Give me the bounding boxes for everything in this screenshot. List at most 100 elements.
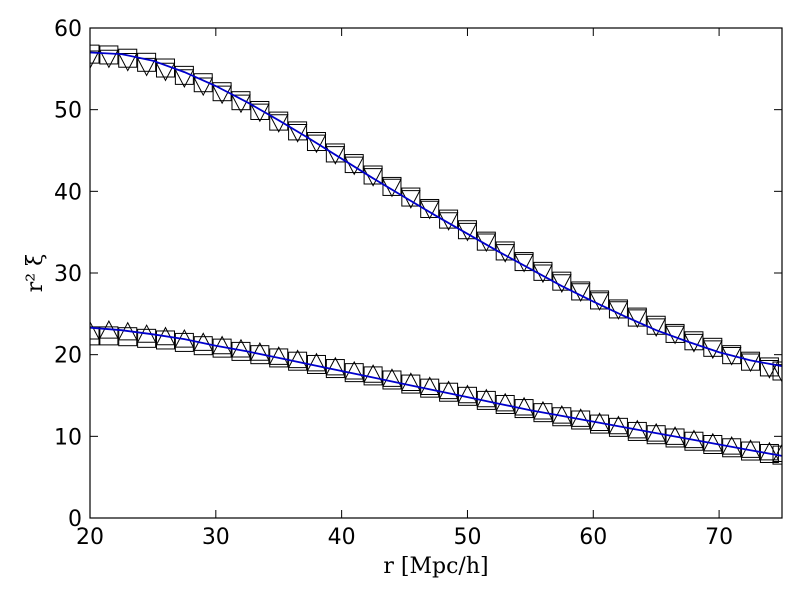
data-point-triangle-up (344, 360, 365, 380)
x-tick-label: 70 (705, 525, 733, 550)
data-point-triangle-up (363, 364, 383, 383)
y-tick-label: 20 (54, 344, 82, 369)
data-point-triangle-up (90, 320, 100, 340)
data-point-square (325, 143, 345, 163)
data-point-square (90, 44, 100, 64)
data-point-square (288, 121, 308, 141)
data-point-square (759, 443, 779, 463)
data-point-triangle-up (438, 380, 459, 400)
data-point-square (571, 281, 591, 301)
model-curves (90, 51, 782, 457)
data-markers (90, 44, 782, 465)
data-point-triangle-up (325, 356, 346, 376)
data-point-triangle-down (287, 124, 308, 143)
data-point-triangle-up (250, 342, 270, 361)
x-tick-label: 20 (76, 525, 104, 550)
x-tick-label: 40 (328, 525, 356, 550)
data-point-square (288, 351, 308, 371)
data-point-triangle-down (231, 94, 251, 114)
x-ticks: 20 30 40 50 60 70 (76, 28, 733, 550)
data-point-square (457, 220, 477, 240)
data-point-triangle-up (401, 372, 421, 391)
data-point-triangle-down (772, 364, 782, 383)
data-point-square (269, 111, 289, 131)
data-point-triangle-up (231, 338, 251, 358)
data-point-square (514, 399, 534, 419)
data-point-triangle-up (419, 376, 440, 396)
y-tick-label: 50 (54, 99, 82, 124)
data-point-square (363, 165, 383, 185)
y-tick-label: 30 (54, 262, 82, 287)
x-tick-label: 60 (579, 525, 607, 550)
data-point-triangle-up (476, 388, 497, 408)
data-point-triangle-down (740, 353, 761, 373)
model-curve-1 (90, 51, 782, 367)
data-point-triangle-down (136, 57, 157, 77)
data-point-triangle-down (117, 52, 138, 72)
data-point-triangle-down (306, 134, 327, 154)
y-tick-label: 0 (68, 507, 82, 532)
data-point-triangle-down (627, 309, 648, 329)
data-point-triangle-up (306, 352, 327, 372)
data-point-square (344, 154, 364, 174)
data-point-square (571, 410, 591, 430)
y-tick-label: 10 (54, 425, 82, 450)
data-point-square (608, 299, 628, 319)
data-point-triangle-up (533, 400, 553, 420)
data-point-triangle-up (514, 396, 534, 416)
data-point-square (306, 132, 326, 152)
data-point-square (533, 403, 553, 423)
plot-frame (89, 27, 783, 519)
data-point-triangle-down (344, 156, 365, 176)
y-tick-label: 60 (54, 17, 82, 42)
data-point-square (193, 73, 213, 93)
data-point-triangle-down (193, 77, 214, 97)
data-point-square (137, 52, 157, 72)
y-tick-label: 40 (54, 180, 82, 205)
y-axis-label: r² ξ (23, 254, 48, 292)
data-point-square (627, 307, 647, 327)
data-point-square (90, 326, 100, 346)
data-point-triangle-up (759, 441, 780, 461)
x-axis-label: r [Mpc/h] (383, 554, 488, 579)
data-point-square (590, 290, 610, 310)
data-point-square (137, 328, 157, 348)
data-point-square (439, 209, 459, 229)
data-point-triangle-up (268, 346, 289, 365)
data-point-square (212, 82, 232, 102)
data-point-triangle-up (287, 349, 308, 369)
y-ticks: 0 10 20 30 40 50 60 (54, 17, 782, 532)
data-point-square (759, 357, 779, 377)
data-point-square (174, 332, 194, 352)
data-point-square (495, 394, 515, 414)
data-point-triangle-down (325, 146, 346, 165)
x-tick-label: 50 (453, 525, 481, 550)
data-point-square (155, 330, 175, 350)
data-point-triangle-up (457, 384, 478, 404)
data-point-square (401, 187, 421, 207)
data-point-square (118, 327, 138, 347)
data-point-square (99, 326, 119, 346)
data-point-triangle-down (174, 69, 195, 88)
data-point-square (250, 100, 270, 120)
data-point-square (231, 91, 251, 111)
data-point-triangle-down (155, 62, 176, 82)
data-point-triangle-down (90, 50, 100, 70)
data-point-square (99, 45, 119, 65)
data-point-square (476, 390, 496, 410)
model-curve-2 (90, 326, 782, 457)
data-point-square (457, 386, 477, 406)
data-point-triangle-up (772, 443, 782, 462)
data-point-triangle-down (99, 49, 119, 69)
series-1 (90, 44, 782, 381)
data-point-triangle-up (495, 392, 516, 412)
data-point-triangle-up (382, 368, 402, 387)
x-tick-label: 30 (202, 525, 230, 550)
data-point-triangle-down (212, 85, 232, 105)
data-point-triangle-down (589, 292, 610, 311)
data-point-square (269, 348, 289, 368)
data-point-triangle-down (759, 360, 780, 379)
data-point-square (250, 345, 270, 365)
data-point-triangle-down (363, 168, 383, 187)
